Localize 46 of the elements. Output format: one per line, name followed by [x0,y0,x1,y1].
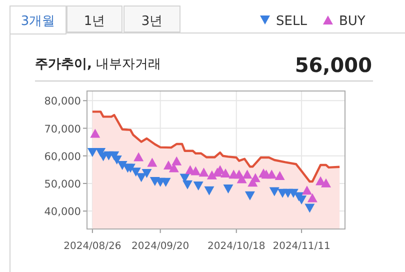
point [182,180,192,190]
x-tick-label: 2024/10/18 [208,241,266,252]
point [87,148,98,158]
point [244,191,255,200]
point [90,128,100,138]
x-tick-label: 2024/09/20 [132,241,190,252]
point [198,168,209,177]
point [136,173,146,182]
point [190,166,201,176]
point [242,170,252,179]
y-tick-label: 50,000 [44,178,81,190]
point [307,193,318,202]
point [117,161,128,170]
x-tick-label: 2024/08/26 [64,241,122,252]
point [236,174,247,184]
point [172,156,182,166]
point [269,187,280,196]
point [147,158,158,167]
point [302,186,312,195]
point [163,160,174,170]
point [266,170,277,179]
point [204,186,214,196]
point [250,173,260,182]
point [134,152,144,162]
point [223,184,234,194]
point [304,204,315,213]
chart-title: 주가추이, 내부자거래 [35,57,162,72]
y-tick-label: 60,000 [44,150,81,163]
point [220,168,231,178]
text: 3개월 [20,14,56,29]
x-tick-label: 2024/11/11 [272,241,330,252]
point [160,178,171,187]
point [274,170,285,180]
legend-label: SELL [276,14,308,29]
y-tick-label: 70,000 [44,123,81,136]
legend-label: BUY [338,14,366,29]
point [130,168,141,177]
point [142,169,152,178]
text: 3년 [141,14,163,29]
point [193,181,204,190]
y-tick-label: 80,000 [44,96,81,108]
text: 56,000 [294,53,372,77]
text: 1년 [84,14,106,29]
point [206,170,217,180]
point [320,178,331,188]
y-tick-label: 40,000 [44,206,81,218]
